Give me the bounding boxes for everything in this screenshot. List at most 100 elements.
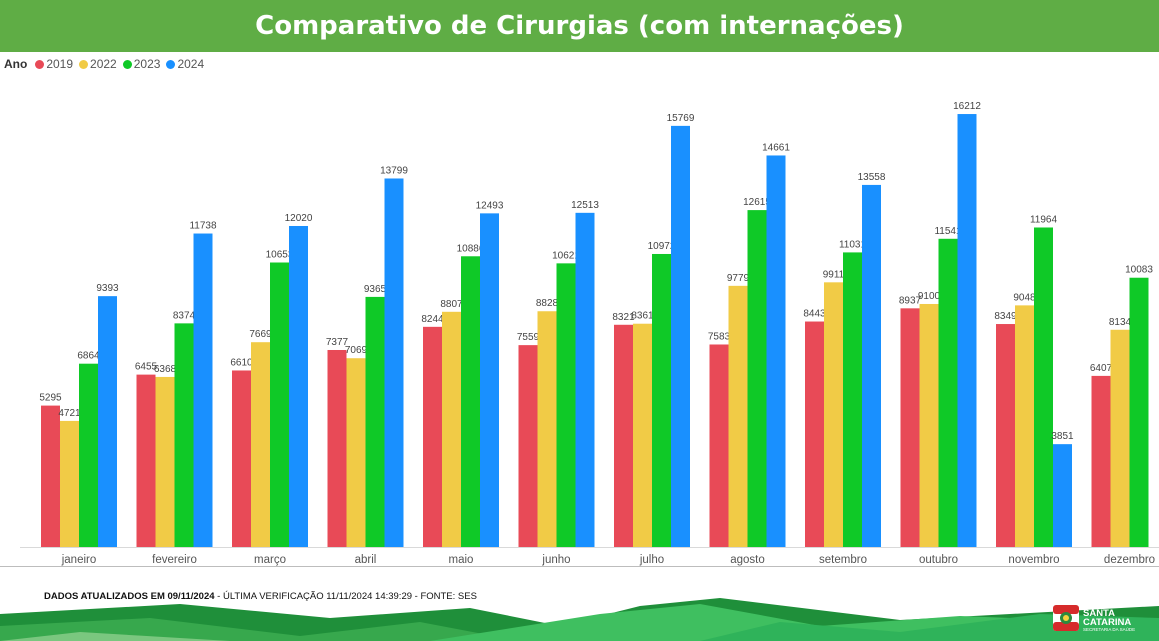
bar-2019-2[interactable] (232, 370, 251, 547)
bar-2024-0[interactable] (98, 296, 117, 547)
bar-2022-10[interactable] (1015, 305, 1034, 547)
bar-2019-0[interactable] (41, 405, 60, 547)
legend-item-2022[interactable]: 2022 (79, 57, 117, 71)
data-label: 8134 (1109, 317, 1132, 328)
bar-2022-1[interactable] (155, 376, 175, 547)
bar-2023-5[interactable] (556, 263, 576, 547)
footer-updated: DADOS ATUALIZADOS EM 09/11/2024 (44, 591, 215, 602)
data-label: 10083 (1125, 265, 1153, 276)
page-title: Comparativo de Cirurgias (com internaçõe… (255, 11, 904, 41)
legend-title: Ano (4, 57, 28, 71)
bar-2019-3[interactable] (327, 349, 347, 547)
data-label: 10621 (552, 250, 580, 261)
data-label: 12020 (285, 213, 313, 224)
bar-2023-0[interactable] (79, 363, 98, 547)
bar-2024-8[interactable] (862, 184, 881, 548)
bar-2023-4[interactable] (461, 256, 480, 547)
bar-2023-2[interactable] (270, 262, 289, 547)
bar-2022-2[interactable] (251, 342, 270, 547)
data-label: 6407 (1090, 363, 1113, 374)
legend-label: 2019 (46, 57, 74, 71)
x-tick-label: abril (355, 554, 377, 566)
bar-2019-7[interactable] (709, 344, 729, 547)
bar-2019-5[interactable] (518, 345, 538, 547)
bar-2019-1[interactable] (136, 374, 156, 547)
bar-2023-11[interactable] (1129, 277, 1149, 547)
bar-2023-1[interactable] (174, 323, 194, 547)
data-label: 10886 (457, 243, 485, 254)
footer-verification: - ÚLTIMA VERIFICAÇÃO 11/11/2024 14:39:29… (214, 591, 477, 602)
bar-2024-3[interactable] (384, 178, 404, 547)
data-label: 10653 (266, 250, 294, 261)
x-tick-label: julho (639, 554, 664, 566)
bar-2019-8[interactable] (805, 321, 824, 547)
bar-2022-6[interactable] (633, 323, 652, 547)
legend-item-2019[interactable]: 2019 (35, 57, 73, 71)
legend-label: 2024 (177, 57, 205, 71)
bar-2019-11[interactable] (1091, 375, 1111, 547)
bar-2024-4[interactable] (480, 213, 499, 548)
bar-2024-5[interactable] (575, 212, 595, 548)
data-label: 8937 (899, 295, 922, 306)
legend: Ano 2019 2022 2023 2024 (4, 56, 210, 72)
data-label: 6368 (154, 364, 177, 375)
bar-2022-7[interactable] (728, 285, 748, 547)
data-label: 9365 (364, 284, 387, 295)
legend-dot-icon (166, 59, 176, 69)
data-label: 10972 (648, 241, 676, 252)
data-label: 16212 (953, 101, 981, 112)
bar-2022-11[interactable] (1110, 329, 1130, 547)
logo-line-2: SANTA (1083, 607, 1116, 619)
bar-2024-7[interactable] (766, 155, 786, 547)
x-tick-label: maio (449, 554, 474, 566)
footer-waves (0, 598, 1159, 641)
bar-2023-8[interactable] (843, 252, 862, 547)
bar-2019-6[interactable] (614, 324, 633, 547)
x-tick-label: fevereiro (152, 554, 197, 566)
bar-2022-8[interactable] (824, 282, 843, 547)
bar-2022-0[interactable] (60, 420, 79, 547)
data-label: 6610 (230, 357, 253, 368)
data-label: 8321 (612, 312, 635, 323)
government-logo: GOVERNO DE SANTA CATARINA SECRETARIA DA … (1052, 602, 1148, 634)
footer-divider (0, 566, 1159, 567)
bar-2019-9[interactable] (900, 308, 920, 547)
bar-2019-10[interactable] (996, 324, 1015, 547)
x-tick-label: agosto (730, 554, 765, 566)
legend-item-2023[interactable]: 2023 (122, 57, 160, 71)
data-label: 9100 (918, 291, 941, 302)
bar-2022-4[interactable] (442, 311, 461, 547)
legend-dot-icon (35, 59, 45, 69)
data-label: 7069 (345, 345, 368, 356)
bar-2023-10[interactable] (1034, 227, 1053, 547)
bar-2023-9[interactable] (938, 238, 958, 547)
legend-dot-icon (79, 59, 89, 69)
data-label: 8443 (803, 309, 826, 320)
bar-2019-4[interactable] (423, 326, 442, 547)
bar-2022-5[interactable] (537, 311, 557, 547)
bar-2022-9[interactable] (919, 303, 939, 547)
bar-2024-10[interactable] (1053, 444, 1072, 547)
bar-2024-1[interactable] (193, 233, 213, 547)
legend-dot-icon (122, 59, 132, 69)
bar-2023-6[interactable] (652, 253, 671, 547)
data-label: 11738 (189, 221, 217, 232)
x-tick-label: setembro (819, 554, 867, 566)
shield-icon (1053, 605, 1079, 631)
bar-2023-7[interactable] (747, 210, 767, 548)
legend-item-2024[interactable]: 2024 (166, 57, 204, 71)
data-label: 12513 (571, 200, 599, 211)
data-label: 5295 (39, 393, 62, 404)
bar-2023-3[interactable] (365, 296, 385, 547)
data-label: 4721 (58, 408, 81, 419)
bar-2024-6[interactable] (671, 125, 690, 547)
bar-2022-3[interactable] (346, 358, 366, 547)
bar-2024-9[interactable] (957, 114, 977, 547)
data-label: 13799 (380, 165, 408, 176)
data-label: 12615 (743, 197, 771, 208)
data-label: 7559 (517, 332, 540, 343)
bar-2024-2[interactable] (289, 225, 308, 547)
data-label: 13558 (858, 172, 886, 183)
x-tick-label: janeiro (61, 554, 97, 566)
